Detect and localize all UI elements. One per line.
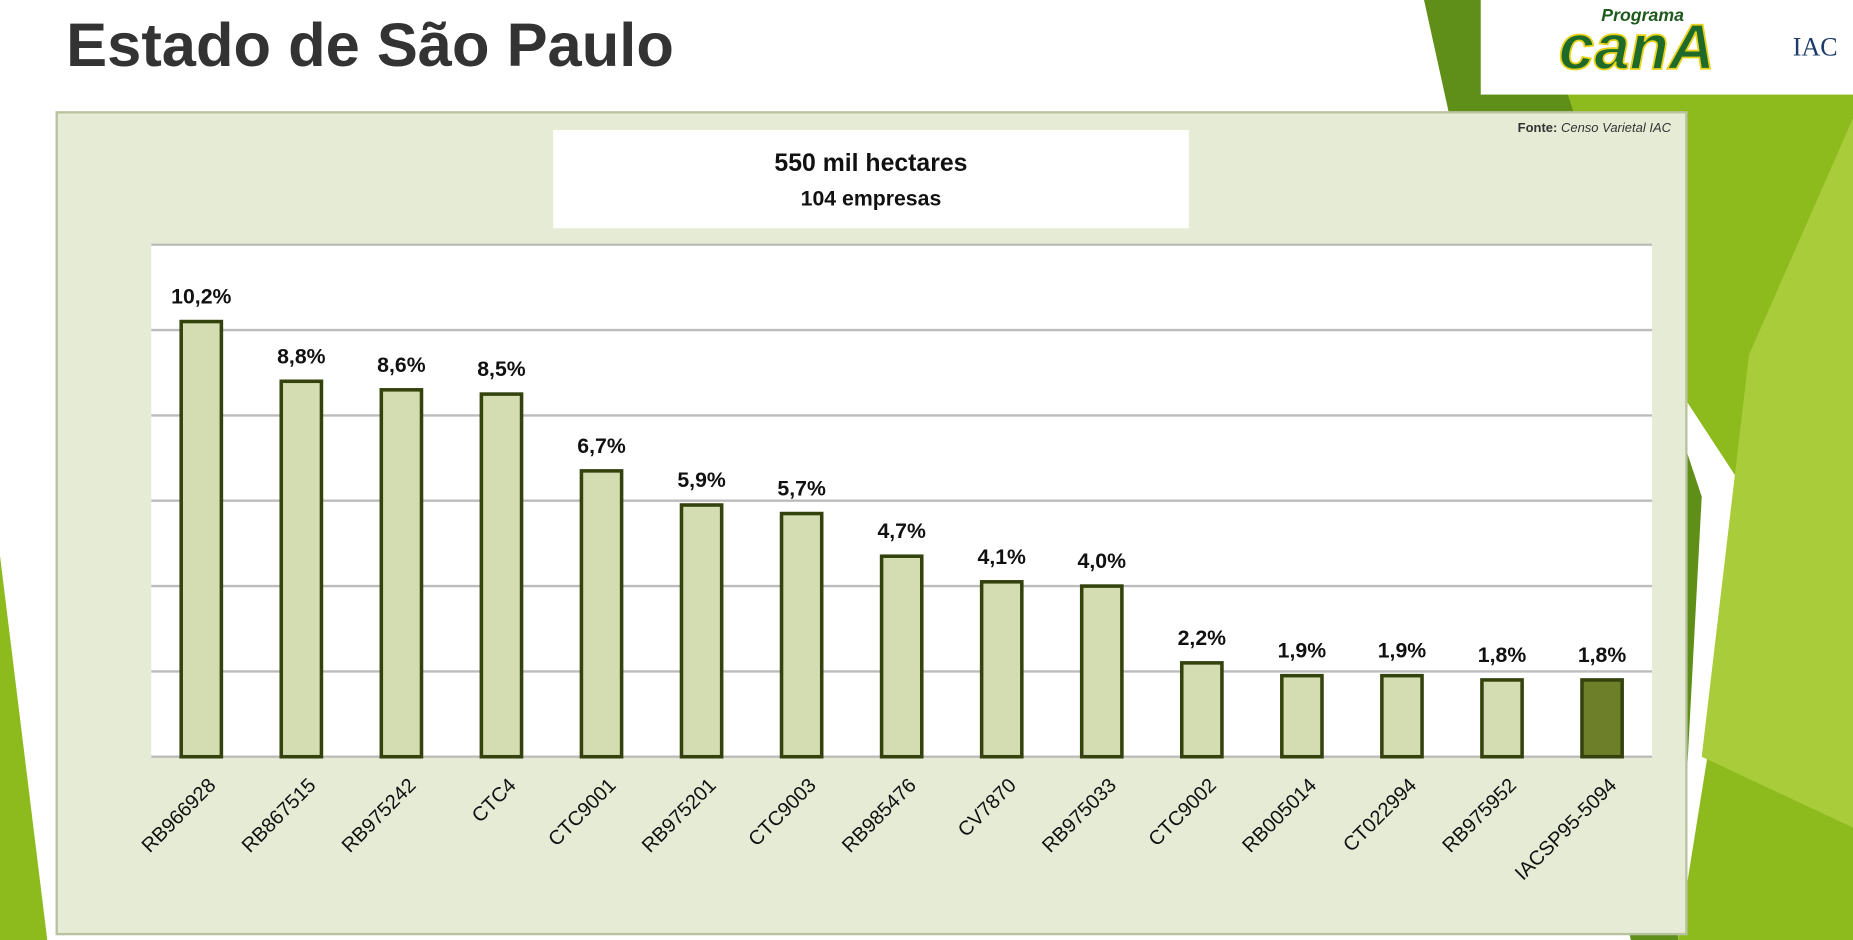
bar	[179, 319, 224, 759]
value-label: 4,7%	[877, 519, 926, 543]
value-label: 5,9%	[677, 468, 726, 492]
value-label: 10,2%	[171, 285, 231, 309]
bar	[579, 469, 624, 759]
value-label: 1,9%	[1278, 639, 1327, 663]
bar	[1480, 678, 1524, 759]
bar	[279, 379, 324, 759]
logo-top: Programa	[1601, 5, 1684, 25]
value-label: 1,8%	[1578, 643, 1627, 667]
page-title: Estado de São Paulo	[66, 11, 674, 80]
bar	[1580, 678, 1624, 759]
bar	[979, 580, 1024, 759]
value-label: 1,9%	[1378, 639, 1427, 663]
source-text: Censo Varietal IAC	[1561, 120, 1672, 135]
value-label: 8,5%	[477, 357, 526, 381]
value-label: 4,0%	[1078, 549, 1127, 573]
value-label: 4,1%	[978, 545, 1027, 569]
source: Fonte: Censo Varietal IAC	[1518, 120, 1672, 135]
bar	[1280, 673, 1324, 759]
chart-subtitle: 104 empresas	[801, 186, 942, 210]
logo-bg	[1480, 0, 1853, 95]
value-label: 2,2%	[1178, 626, 1227, 650]
title-box	[553, 130, 1189, 229]
chart-title: 550 mil hectares	[774, 150, 967, 177]
bar	[379, 388, 424, 759]
logo-side: IAC	[1793, 33, 1838, 62]
bar	[1079, 584, 1124, 759]
bar	[1179, 661, 1224, 759]
bar	[479, 392, 524, 759]
value-label: 5,7%	[777, 477, 826, 501]
bar	[679, 503, 724, 759]
value-label: 8,8%	[277, 344, 326, 368]
bar	[779, 511, 824, 759]
bar	[1380, 673, 1424, 759]
source-label: Fonte:	[1518, 120, 1558, 135]
value-label: 8,6%	[377, 353, 426, 377]
decoration	[1701, 118, 1853, 828]
bar	[879, 554, 924, 759]
value-label: 1,8%	[1478, 643, 1527, 667]
value-label: 6,7%	[577, 434, 626, 458]
decoration	[0, 555, 48, 940]
logo-main: canA	[1559, 11, 1715, 83]
